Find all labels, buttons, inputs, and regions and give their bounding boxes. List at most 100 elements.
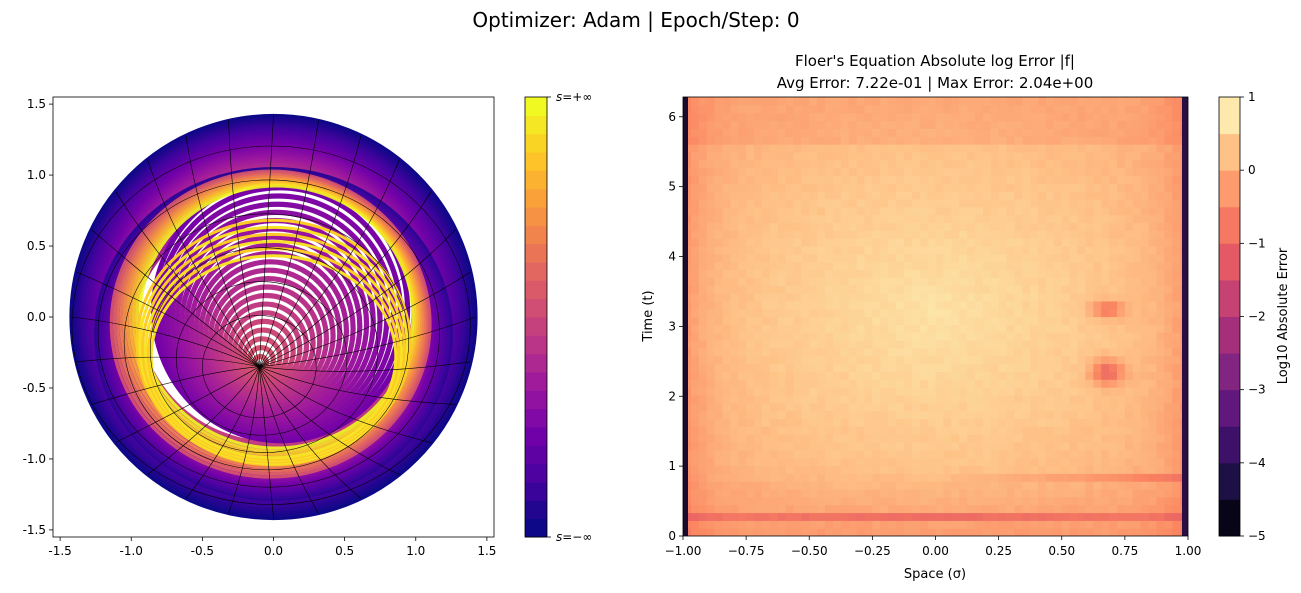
heatmap-cell: [714, 120, 724, 129]
heatmap-cell: [982, 449, 992, 459]
heatmap-cell: [990, 496, 1000, 506]
heatmap-cell: [1093, 457, 1102, 467]
heatmap-cell: [1006, 175, 1016, 184]
heatmap-cell: [959, 214, 968, 224]
heatmap-cell: [840, 347, 850, 357]
heatmap-cell: [982, 104, 992, 114]
heatmap-cell: [832, 183, 842, 192]
heatmap-cell: [1101, 324, 1110, 333]
heatmap-cell: [911, 347, 921, 357]
heatmap-cell: [872, 347, 881, 357]
heatmap-cell: [880, 269, 889, 278]
heatmap-cell: [761, 347, 771, 357]
heatmap-cell: [1045, 520, 1055, 529]
heatmap-cell: [888, 253, 897, 263]
heatmap-cell: [1014, 214, 1023, 224]
heatmap-cell: [1053, 238, 1063, 247]
heatmap-cell: [896, 175, 905, 184]
heatmap-cell: [761, 449, 771, 459]
heatmap-cell: [990, 410, 1000, 420]
heatmap-cell: [777, 387, 787, 396]
heatmap-cell: [754, 402, 763, 412]
heatmap-cell: [825, 261, 834, 271]
heatmap-cell: [943, 504, 952, 514]
heatmap-cell: [848, 371, 858, 380]
heatmap-cell: [706, 512, 716, 521]
heatmap-cell: [1069, 394, 1079, 404]
heatmap-cell: [793, 418, 802, 427]
heatmap-cell: [738, 308, 747, 318]
heatmap-cell: [967, 371, 976, 380]
heatmap-cell: [1022, 206, 1031, 216]
heatmap-cell: [927, 183, 937, 192]
mesh-circumferential-line: [97, 179, 440, 488]
heatmap-cell: [896, 198, 905, 208]
heatmap-cell: [935, 308, 944, 318]
heatmap-cell: [998, 300, 1008, 310]
heatmap-cell: [785, 151, 795, 161]
heatmap-cell: [998, 120, 1008, 129]
heatmap-cell: [785, 457, 795, 467]
heatmap-cell: [809, 457, 818, 467]
heatmap-cell: [1085, 481, 1094, 490]
heatmap-cell: [1164, 504, 1173, 514]
heatmap-cell: [967, 206, 976, 216]
heatmap-cell: [919, 308, 929, 318]
heatmap-cell: [1069, 253, 1079, 263]
heatmap-cell: [809, 136, 818, 145]
heatmap-cell: [919, 285, 929, 294]
heatmap-cell: [935, 363, 944, 372]
heatmap-cell: [1077, 230, 1087, 239]
heatmap-cell: [990, 183, 1000, 192]
heatmap-cell: [903, 206, 913, 216]
heatmap-cell: [1022, 269, 1031, 278]
heatmap-cell: [769, 520, 779, 529]
heatmap-cell: [769, 504, 779, 514]
heatmap-cell: [903, 481, 913, 490]
heatmap-cell: [1006, 97, 1016, 106]
heatmap-cell: [967, 198, 976, 208]
heatmap-cell: [754, 292, 763, 302]
heatmap-cell: [761, 434, 771, 443]
heatmap-cell: [785, 104, 795, 114]
heatmap-cell: [943, 496, 952, 506]
heatmap-cell: [801, 253, 810, 263]
heatmap-cell: [698, 457, 708, 467]
heatmap-cell: [998, 426, 1008, 435]
heatmap-cell: [690, 488, 700, 498]
heatmap-cell: [967, 308, 976, 318]
heatmap-cell: [959, 410, 968, 420]
heatmap-cell: [1030, 159, 1039, 169]
heatmap-cell: [1030, 104, 1039, 114]
heatmap-cell: [706, 332, 716, 341]
heatmap-cell: [888, 488, 897, 498]
heatmap-cell: [1132, 222, 1142, 231]
heatmap-cell: [1077, 410, 1087, 420]
heatmap-cell: [1172, 151, 1181, 161]
heatmap-cell: [801, 504, 810, 514]
heatmap-cell: [722, 371, 731, 380]
heatmap-cell: [746, 457, 755, 467]
heatmap-cell: [951, 238, 960, 247]
heatmap-cell: [888, 198, 897, 208]
heatmap-cell: [1101, 308, 1110, 318]
heatmap-cell: [1093, 379, 1102, 388]
heatmap-cell: [1053, 363, 1063, 372]
heatmap-cell: [1093, 504, 1102, 514]
heatmap-cell: [919, 426, 929, 435]
heatmap-cell: [706, 316, 716, 325]
heatmap-cell: [1006, 340, 1016, 349]
heatmap-cell: [856, 300, 866, 310]
heatmap-cell: [793, 206, 802, 216]
heatmap-cell: [1148, 528, 1158, 536]
heatmap-cell: [896, 285, 905, 294]
heatmap-cell: [1093, 198, 1102, 208]
heatmap-cell: [1030, 512, 1039, 521]
heatmap-cell: [919, 238, 929, 247]
heatmap-cell: [706, 183, 716, 192]
heatmap-cell: [761, 230, 771, 239]
heatmap-cell: [919, 481, 929, 490]
heatmap-cell: [959, 481, 968, 490]
heatmap-cell: [793, 104, 802, 114]
heatmap-cell: [990, 269, 1000, 278]
